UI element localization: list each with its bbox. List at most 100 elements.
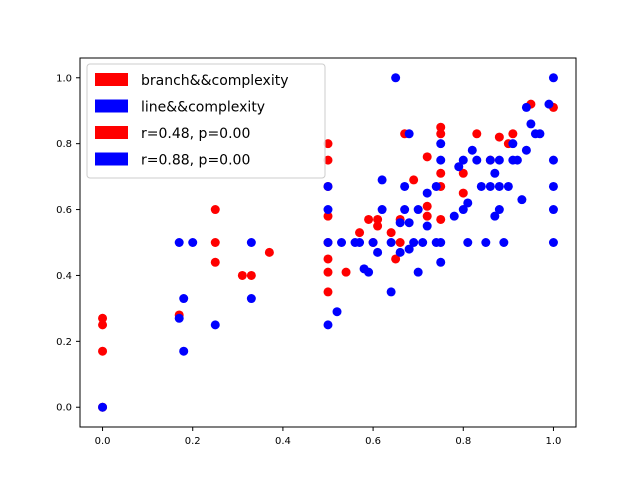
data-point — [323, 155, 333, 165]
data-point — [98, 346, 108, 356]
data-point — [418, 238, 428, 247]
data-point — [508, 129, 518, 139]
data-point — [373, 214, 383, 224]
y-tick-label: 0.6 — [56, 205, 72, 216]
data-point — [395, 218, 405, 228]
data-point — [490, 168, 500, 178]
data-point — [503, 181, 513, 191]
data-point — [467, 145, 477, 155]
data-point — [458, 205, 468, 215]
data-point — [548, 238, 558, 247]
data-point — [246, 294, 256, 304]
data-point — [494, 132, 504, 142]
series-line — [98, 73, 558, 412]
legend-box — [86, 63, 326, 179]
data-point — [494, 155, 504, 165]
data-point — [436, 139, 446, 149]
data-point — [512, 155, 522, 165]
data-point — [436, 122, 446, 132]
data-point — [436, 257, 446, 267]
data-point — [373, 247, 383, 257]
legend-swatch — [95, 73, 128, 86]
data-point — [373, 221, 383, 231]
data-point — [404, 244, 414, 254]
data-point — [98, 402, 108, 412]
data-point — [548, 73, 558, 83]
data-point — [323, 320, 333, 330]
data-point — [436, 129, 446, 139]
data-point — [337, 238, 347, 247]
data-point — [422, 211, 432, 221]
data-point — [386, 287, 396, 297]
data-point — [400, 181, 410, 191]
data-point — [422, 152, 432, 162]
data-point — [463, 238, 473, 247]
legend: branch&&complexity line&&complexity r=0.48… — [86, 63, 326, 179]
data-point — [485, 181, 495, 191]
data-point — [413, 267, 423, 277]
y-tick-label: 0.2 — [56, 337, 72, 348]
x-tick-label: 0.8 — [455, 436, 471, 447]
data-point — [535, 129, 545, 139]
data-point — [174, 238, 184, 247]
data-point — [323, 287, 333, 297]
data-point — [481, 238, 491, 247]
data-point — [422, 188, 432, 198]
data-point — [391, 254, 401, 264]
data-point — [237, 270, 247, 280]
legend-label: r=0.48, p=0.00 — [141, 126, 250, 142]
data-point — [436, 238, 446, 247]
data-point — [548, 205, 558, 215]
points-layer — [98, 73, 558, 412]
y-tick-label: 0.4 — [56, 271, 72, 282]
data-point — [521, 145, 531, 155]
data-point — [521, 102, 531, 112]
data-point — [494, 181, 504, 191]
data-point — [332, 307, 342, 317]
data-point — [409, 238, 419, 247]
data-point — [449, 211, 459, 221]
legend-label: r=0.88, p=0.00 — [141, 153, 250, 169]
x-tick-label: 0.0 — [95, 436, 111, 447]
data-point — [404, 129, 414, 139]
data-point — [499, 238, 509, 247]
data-point — [391, 73, 401, 83]
data-point — [386, 228, 396, 238]
data-point — [364, 267, 374, 277]
data-point — [463, 198, 473, 208]
data-point — [210, 205, 220, 215]
x-tick-label: 0.2 — [185, 436, 201, 447]
data-point — [395, 238, 405, 247]
data-point — [179, 294, 189, 304]
data-point — [404, 218, 414, 228]
x-tick-label: 0.6 — [365, 436, 381, 447]
data-point — [377, 175, 387, 185]
data-point — [422, 221, 432, 231]
data-point — [246, 238, 256, 247]
data-point — [494, 205, 504, 215]
data-point — [323, 238, 333, 247]
data-point — [341, 267, 351, 277]
data-point — [458, 168, 468, 178]
y-tick-label: 0.8 — [56, 139, 72, 150]
data-point — [472, 129, 482, 139]
data-point — [188, 238, 198, 247]
data-point — [476, 181, 486, 191]
data-point — [323, 254, 333, 264]
data-point — [436, 155, 446, 165]
data-point — [490, 211, 500, 221]
data-point — [472, 155, 482, 165]
data-point — [458, 188, 468, 198]
x-tick-label: 1.0 — [546, 436, 562, 447]
data-point — [409, 175, 419, 185]
data-point — [395, 247, 405, 257]
legend-swatch — [95, 152, 128, 166]
data-point — [508, 139, 518, 149]
x-axis: 0.0 0.2 0.4 0.6 0.8 1.0 — [95, 427, 562, 447]
data-point — [264, 247, 274, 257]
data-point — [210, 238, 220, 247]
legend-label: branch&&complexity — [141, 73, 289, 89]
plot-frame — [79, 57, 577, 428]
data-point — [422, 201, 432, 211]
